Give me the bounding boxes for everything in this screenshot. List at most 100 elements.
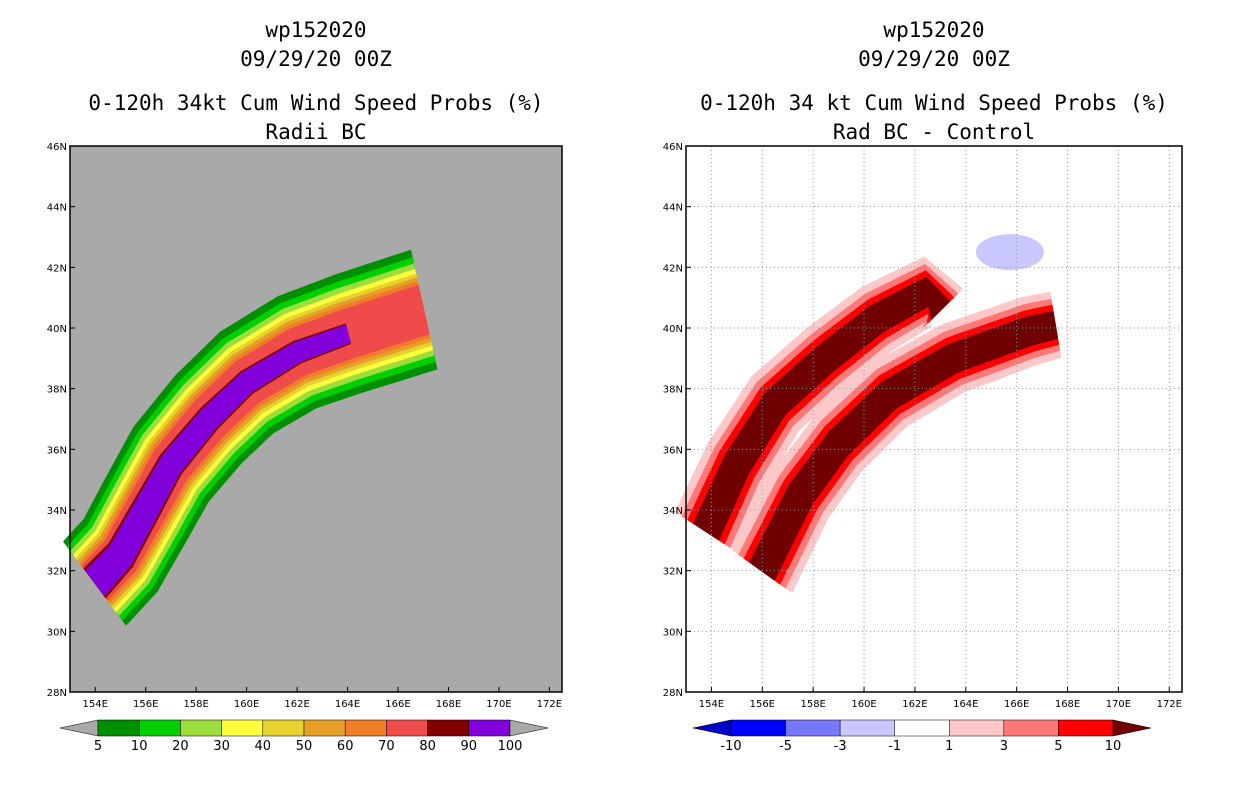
diff-contour-level: [687, 270, 954, 544]
right-colorbar: -10 -5 -3 -1 1 3 5 10: [692, 719, 1152, 754]
x-tick-label: 172E: [537, 699, 562, 710]
x-tick-label: 160E: [234, 699, 259, 710]
colorbar-swatch: [1058, 719, 1114, 737]
colorbar-label: 100: [498, 739, 523, 754]
colorbar-label: 3: [1000, 739, 1008, 754]
y-tick-label: 30N: [663, 627, 683, 638]
colorbar-swatch: [427, 719, 470, 737]
y-tick-label: 40N: [47, 324, 67, 335]
x-tick-label: 156E: [750, 699, 775, 710]
x-tick-label: 172E: [1157, 699, 1182, 710]
y-tick-label: 46N: [47, 142, 67, 153]
colorbar-label: 90: [461, 739, 478, 754]
left-storm-id: wp152020: [265, 18, 367, 42]
colorbar-swatch: [839, 719, 895, 737]
colorbar-low-arrow: [59, 719, 99, 737]
plot-frame: [69, 145, 563, 693]
colorbar-label: 80: [419, 739, 436, 754]
x-tick-label: 166E: [385, 699, 410, 710]
colorbar-swatch: [949, 719, 1005, 737]
y-tick-label: 34N: [47, 506, 67, 517]
y-tick-label: 34N: [663, 506, 683, 517]
colorbar-swatch: [180, 719, 222, 737]
x-tick-label: 158E: [800, 699, 825, 710]
colorbar-high-arrow: [1112, 719, 1152, 737]
x-tick-label: 164E: [335, 699, 360, 710]
y-tick-label: 46N: [663, 142, 683, 153]
y-tick-label: 44N: [47, 203, 67, 214]
y-tick-label: 28N: [47, 688, 67, 699]
y-tick-label: 42N: [663, 263, 683, 274]
y-tick-label: 44N: [663, 203, 683, 214]
colorbar-swatch: [468, 719, 511, 737]
colorbar-swatch: [386, 719, 428, 737]
left-datetime: 09/29/20 00Z: [240, 47, 392, 71]
x-tick-label: 164E: [953, 699, 978, 710]
left-title-line: 0-120h 34kt Cum Wind Speed Probs (%): [88, 91, 544, 115]
colorbar-label: 5: [94, 739, 102, 754]
y-tick-label: 38N: [663, 385, 683, 396]
right-datetime: 09/29/20 00Z: [858, 47, 1010, 71]
x-tick-label: 166E: [1004, 699, 1029, 710]
x-tick-label: 154E: [699, 699, 724, 710]
x-tick-label: 162E: [284, 699, 309, 710]
y-tick-label: 32N: [663, 567, 683, 578]
x-tick-label: 168E: [1055, 699, 1080, 710]
colorbar-swatch: [221, 719, 264, 737]
y-tick-label: 36N: [663, 445, 683, 456]
colorbar-swatch: [344, 719, 387, 737]
y-tick-label: 28N: [663, 688, 683, 699]
right-title-line: 0-120h 34 kt Cum Wind Speed Probs (%): [700, 91, 1168, 115]
colorbar-swatch: [730, 719, 786, 737]
right-storm-id: wp152020: [883, 18, 985, 42]
colorbar-swatch: [1003, 719, 1059, 737]
colorbar-label: 40: [255, 739, 272, 754]
left-plot-fields: [63, 146, 562, 692]
y-tick-label: 30N: [47, 627, 67, 638]
colorbar-swatch: [138, 719, 181, 737]
colorbar-swatch: [785, 719, 841, 737]
colorbar-label: 30: [213, 739, 230, 754]
colorbar-label: -1: [888, 739, 901, 754]
colorbar-label: -5: [779, 739, 792, 754]
x-tick-label: 168E: [436, 699, 461, 710]
colorbar-label: -10: [720, 739, 741, 754]
colorbar-label: 70: [378, 739, 395, 754]
y-tick-label: 32N: [47, 567, 67, 578]
left-colorbar: 5 10 20 30 40 50 60 70 80 90 100: [59, 719, 549, 754]
negative-diff-area: [975, 234, 1044, 271]
prob-contour-level: [83, 323, 351, 598]
x-tick-label: 170E: [1106, 699, 1131, 710]
axes-left: 154E 156E 158E 160E 162E 164E 166E 168E 170E 172E…: [47, 142, 563, 710]
colorbar-label: 20: [172, 739, 189, 754]
diff-contour-level: [749, 310, 1058, 581]
right-panel-title-block: wp152020 09/29/20 00Z 0-120h 34 kt Cum W…: [686, 16, 1182, 147]
colorbar-label: 50: [296, 739, 313, 754]
colorbar-high-arrow: [509, 719, 549, 737]
x-tick-label: 156E: [133, 699, 158, 710]
right-subtitle: Rad BC - Control: [832, 120, 1036, 144]
colorbar-label: -3: [834, 739, 847, 754]
y-tick-label: 36N: [47, 445, 67, 456]
colorbar-label: 60: [337, 739, 354, 754]
diff-contour-level: [693, 276, 950, 541]
colorbar-label: 1: [945, 739, 953, 754]
x-tick-label: 170E: [486, 699, 511, 710]
x-tick-label: 160E: [851, 699, 876, 710]
colorbar-swatch: [894, 719, 950, 737]
colorbar-low-arrow: [692, 719, 732, 737]
colorbar-label: 10: [131, 739, 148, 754]
x-tick-label: 154E: [83, 699, 108, 710]
colorbar-label: 5: [1054, 739, 1062, 754]
colorbar-swatch: [97, 719, 140, 737]
left-panel-title-block: wp152020 09/29/20 00Z 0-120h 34kt Cum Wi…: [70, 16, 562, 147]
colorbar-swatch: [262, 719, 305, 737]
prob-contour-level: [85, 325, 351, 596]
y-tick-label: 38N: [47, 385, 67, 396]
plot-frame: [685, 145, 1183, 693]
axes-right: 154E 156E 158E 160E 162E 164E 166E 168E 170E 172E…: [663, 142, 1183, 710]
x-tick-label: 162E: [902, 699, 927, 710]
y-tick-label: 42N: [47, 263, 67, 274]
right-plot-fields: [675, 146, 1182, 692]
